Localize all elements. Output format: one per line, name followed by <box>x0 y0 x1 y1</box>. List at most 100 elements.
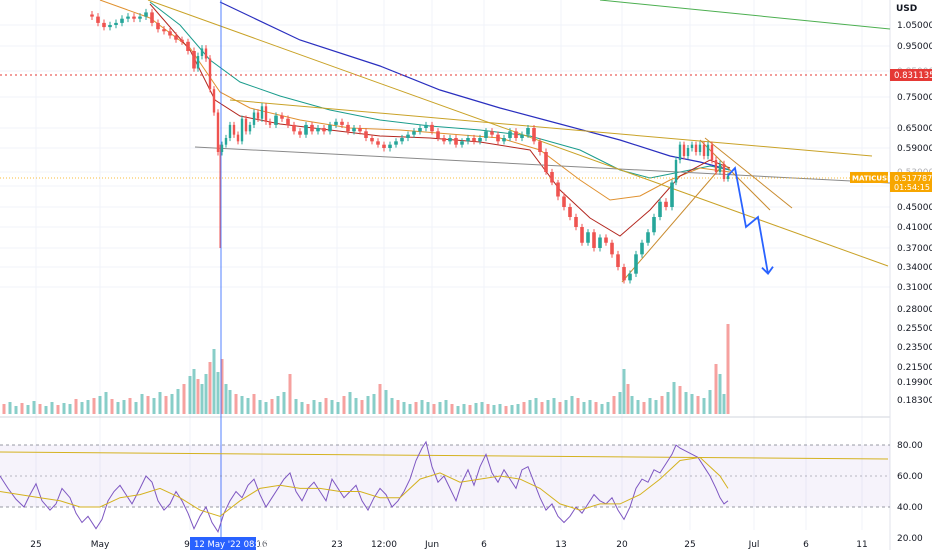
candle-body <box>216 112 220 152</box>
volume-bar <box>660 396 664 414</box>
volume-bar <box>228 390 232 414</box>
volume-bar <box>564 400 568 414</box>
volume-bar <box>110 399 114 414</box>
candle-body <box>526 128 530 135</box>
candle-body <box>538 141 542 152</box>
volume-bar <box>188 376 192 414</box>
volume-bar <box>50 402 54 414</box>
volume-bar <box>324 398 328 414</box>
volume-bar <box>62 403 66 414</box>
volume-bar <box>98 396 102 414</box>
candle-body <box>550 172 554 183</box>
volume-bar <box>86 400 90 414</box>
volume-bar <box>456 406 460 414</box>
countdown-value: 01:54:15 <box>894 183 930 192</box>
candle-body <box>364 131 368 138</box>
candle-body <box>514 131 518 138</box>
rsi-ma-line <box>0 456 729 517</box>
candle-body <box>298 131 302 135</box>
volume-bar <box>690 394 694 414</box>
candle-body <box>340 121 344 125</box>
candle-body <box>610 242 614 255</box>
volume-bar <box>92 398 96 414</box>
volume-bar <box>558 402 562 414</box>
candle-body <box>334 121 338 125</box>
volume-bar <box>648 398 652 414</box>
volume-bar <box>146 396 150 414</box>
candle-body <box>108 25 112 28</box>
volume-bar <box>492 405 496 414</box>
trendline-channel-bottom <box>194 146 891 184</box>
candle-body <box>352 128 356 132</box>
candle-body <box>508 131 512 138</box>
volume-bar <box>510 405 514 414</box>
candle-body <box>634 254 638 274</box>
candle-body <box>220 144 224 152</box>
date-tick-label: 11 <box>856 540 867 550</box>
candle-body <box>196 56 200 69</box>
volume-bar <box>516 404 520 414</box>
price-tick-label: 0.183000 <box>897 396 932 406</box>
candle-body <box>714 160 718 172</box>
volume-bar <box>588 400 592 414</box>
candle-body <box>174 35 178 40</box>
candle-body <box>622 267 626 281</box>
volume-bar <box>38 404 42 414</box>
candle-body <box>454 138 458 145</box>
volume-bar <box>606 402 610 414</box>
rsi-axis[interactable]: 80.00 60.00 40.00 20.00 <box>897 441 923 544</box>
volume-bar <box>702 398 706 414</box>
candle-body <box>640 242 644 255</box>
candle-body <box>304 124 308 135</box>
volume-bar <box>722 394 726 414</box>
candle-body <box>256 112 260 119</box>
candle-body <box>574 217 578 227</box>
candle-body <box>690 144 694 148</box>
volume-bar <box>246 398 250 414</box>
grid <box>0 0 890 530</box>
candle-body <box>592 232 596 248</box>
candle-body <box>664 201 668 207</box>
volume-bar <box>140 394 144 414</box>
volume-bar <box>414 402 418 414</box>
volume-bar <box>612 396 616 414</box>
candle-body <box>126 16 130 19</box>
volume-bar <box>300 402 304 414</box>
candle-body <box>264 106 268 122</box>
volume-bar <box>74 399 78 414</box>
volume-bar <box>26 405 30 414</box>
candle-body <box>674 160 678 183</box>
volume-bar <box>276 396 280 414</box>
volume-bar <box>342 396 346 414</box>
volume-bar <box>696 396 700 414</box>
candle-body <box>292 124 296 132</box>
volume-bar <box>8 402 12 414</box>
volume-bar <box>220 359 224 414</box>
volume-bar <box>522 402 526 414</box>
volume-bar <box>402 402 406 414</box>
candle-body <box>248 124 252 132</box>
date-tick-label: 25 <box>30 540 41 550</box>
crosshair-time-tag: 12 May '22 08:00 <box>190 537 268 550</box>
volume-bar <box>666 392 670 414</box>
candle-body <box>274 115 278 125</box>
candle-body <box>520 134 524 138</box>
marked-level-value: 0.831135 <box>894 71 932 81</box>
date-tick-label: May <box>91 540 110 550</box>
time-axis[interactable]: 25 May 9 16 23 12:00 Jun 6 13 20 25 Jul 6 11 <box>30 540 867 550</box>
candles <box>90 8 730 284</box>
date-tick-label: 23 <box>331 540 342 550</box>
volume-bar <box>534 398 538 414</box>
candle-body <box>460 141 464 145</box>
volume-bar <box>552 398 556 414</box>
candle-body <box>532 128 536 142</box>
volume-bar <box>68 404 72 414</box>
